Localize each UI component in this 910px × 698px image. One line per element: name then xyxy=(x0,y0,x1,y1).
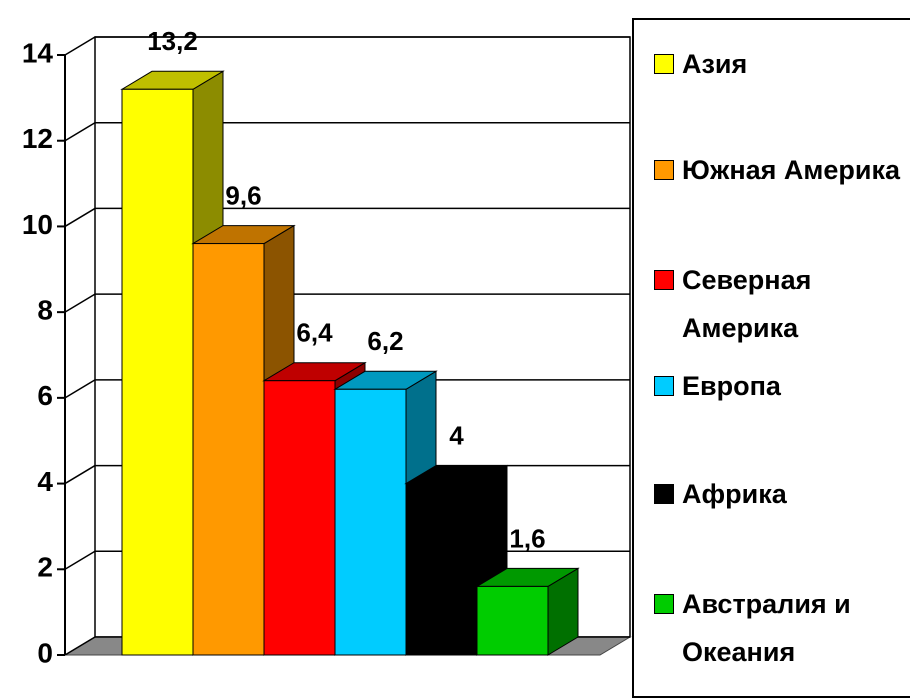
y-tick-label: 14 xyxy=(22,37,54,68)
y-tick-label: 12 xyxy=(22,123,53,154)
grid-line-side xyxy=(64,464,96,485)
page: {"chart_data": {"type": "bar3d", "series… xyxy=(21,18,910,698)
legend-label: Южная Америка xyxy=(682,155,901,185)
grid-line-side xyxy=(64,293,96,313)
y-tick-label: 2 xyxy=(37,552,53,583)
legend-entry: Африка xyxy=(654,470,910,518)
legend-entry: Европа xyxy=(654,362,910,410)
legend-label: Северная Америка xyxy=(682,265,812,343)
bar xyxy=(191,224,296,656)
legend-label: Австралия и Океания xyxy=(682,589,851,667)
grid-line-side xyxy=(64,207,96,228)
legend-swatch xyxy=(654,484,674,504)
y-tick-label: 4 xyxy=(37,466,53,497)
legend-label: Европа xyxy=(682,371,781,401)
value-label: 9,6 xyxy=(225,180,261,210)
grid-line-side xyxy=(64,636,96,656)
chart: 0 2 4 6 8 10 12 14 13,2 9,6 6,4 6,2 4 1,6 xyxy=(22,26,632,668)
bar-front xyxy=(334,388,407,656)
bar-front xyxy=(405,483,478,656)
legend-entry: Азия xyxy=(654,40,910,88)
legend: Азия Южная Америка Северная Америка Европа А… xyxy=(632,18,910,698)
legend-entry: Южная Америка xyxy=(654,146,910,194)
y-tick-label: 8 xyxy=(37,295,53,326)
y-tick-label: 10 xyxy=(22,209,53,240)
legend-swatch xyxy=(654,594,674,614)
bar-front xyxy=(476,585,549,656)
legend-swatch xyxy=(654,54,674,74)
legend-entry: Северная Америка xyxy=(654,256,910,352)
value-label: 6,4 xyxy=(296,318,333,348)
bar-front xyxy=(192,243,265,656)
grid-line-side xyxy=(64,36,96,56)
value-label: 4 xyxy=(449,420,464,450)
bar xyxy=(475,567,580,656)
bar-front xyxy=(263,380,336,656)
value-label: 6,2 xyxy=(367,326,403,356)
value-label: 13,2 xyxy=(147,26,198,56)
legend-swatch xyxy=(654,270,674,290)
legend-entry: Австралия и Океания xyxy=(654,580,910,676)
grid-line-side xyxy=(64,122,96,142)
y-tick-label: 6 xyxy=(37,380,53,411)
grid-line-side xyxy=(64,379,96,399)
legend-label: Азия xyxy=(682,49,748,79)
value-label: 1,6 xyxy=(509,523,545,553)
bar-front xyxy=(121,88,194,656)
grid-line-side xyxy=(64,550,96,570)
y-tick-label: 0 xyxy=(37,637,53,668)
legend-swatch xyxy=(654,376,674,396)
legend-label: Африка xyxy=(682,479,787,509)
legend-swatch xyxy=(654,160,674,180)
